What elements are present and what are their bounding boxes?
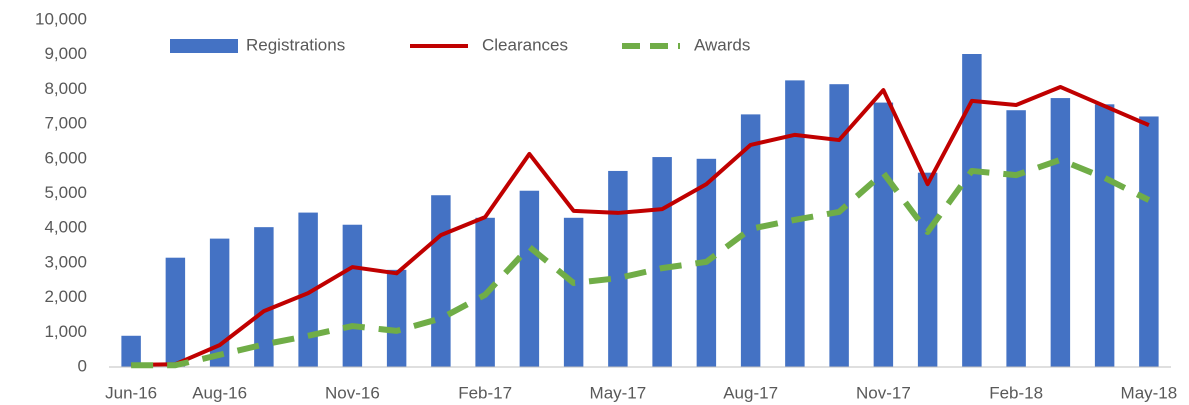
y-tick-label: 2,000 [44,287,87,306]
x-tick-label: Jun-16 [105,383,157,402]
legend-label: Registrations [246,35,345,54]
y-tick-label: 0 [78,356,87,375]
bar [563,217,584,367]
bar [873,102,894,367]
x-tick-label: May-17 [590,383,647,402]
bar [652,157,672,367]
bar [829,84,849,367]
dashed-line [131,156,1151,369]
y-tick-label: 10,000 [35,9,87,28]
bar [254,227,274,367]
bar [1050,98,1071,367]
bar [209,238,230,367]
bar [962,54,982,367]
bar [1006,110,1026,367]
bar [519,190,540,367]
bar [608,170,628,367]
bar [121,335,141,367]
x-tick-label: Aug-17 [723,383,778,402]
bar [1094,104,1115,368]
bar [917,172,938,367]
legend-swatch [170,39,238,53]
y-tick-label: 7,000 [44,114,87,133]
legend-label: Awards [694,35,750,54]
y-tick-label: 3,000 [44,252,87,271]
y-tick-label: 1,000 [44,322,87,341]
line [131,84,1150,367]
x-tick-label: Aug-16 [192,383,247,402]
bar [342,224,363,367]
x-tick-label: Nov-16 [325,383,380,402]
bar [740,114,761,367]
y-tick-label: 6,000 [44,148,87,167]
y-tick-label: 5,000 [44,183,87,202]
bar [1139,116,1159,367]
x-tick-label: Feb-17 [458,383,512,402]
y-tick-label: 4,000 [44,218,87,237]
y-tick-label: 8,000 [44,79,87,98]
bar [431,195,451,367]
y-tick-label: 9,000 [44,44,87,63]
legend-label: Clearances [482,35,568,54]
bar [386,269,407,367]
x-tick-label: May-18 [1121,383,1178,402]
x-tick-label: Nov-17 [856,383,911,402]
bar [165,257,186,367]
bar [298,212,318,367]
x-tick-label: Feb-18 [989,383,1043,402]
bar [785,80,805,368]
